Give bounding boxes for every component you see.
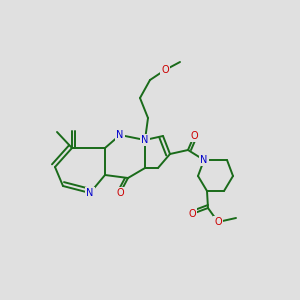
Text: N: N [141,135,149,145]
Text: N: N [200,155,208,165]
Text: O: O [188,209,196,219]
Text: N: N [86,188,94,198]
Text: O: O [161,65,169,75]
Text: N: N [116,130,124,140]
Text: O: O [214,217,222,227]
Text: O: O [190,131,198,141]
Text: O: O [116,188,124,198]
